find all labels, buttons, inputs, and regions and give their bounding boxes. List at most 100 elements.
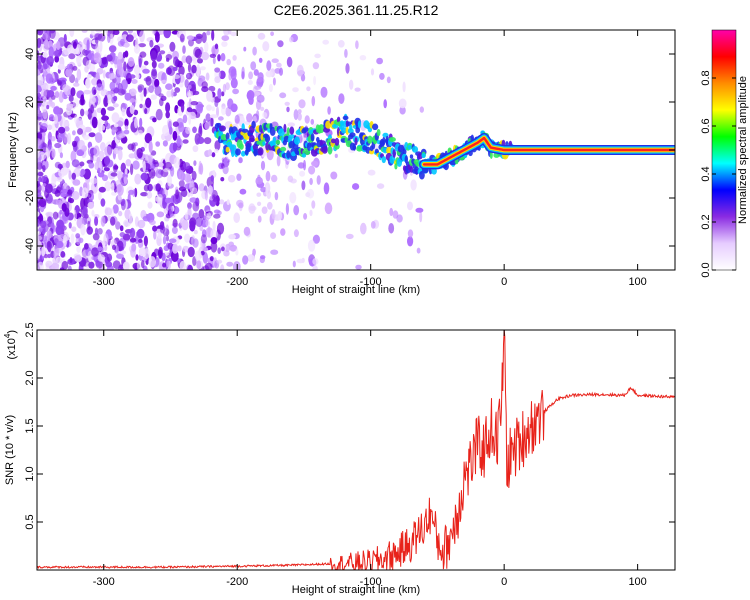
spectrogram-noise-speck [386,76,391,84]
spectrogram-noise-speck [90,104,94,114]
spectrogram-noise-speck [132,189,136,198]
y-tick-label: 40 [24,48,36,60]
spectrogram-noise-speck [257,201,262,206]
spectrogram-x-label: Height of straight line (km) [292,284,420,296]
spectrogram-noise-speck [74,255,82,263]
spectrogram-noise-speck [227,30,232,35]
spectrogram-noise-speck [170,88,174,98]
spectrogram-noise-speck [65,160,70,169]
spectrogram-noise-speck [94,161,99,171]
spectrogram-noise-speck [106,253,113,262]
spectrogram-noise-speck [192,201,200,212]
spectrogram-noise-speck [153,230,157,240]
spectrogram-noise-speck [89,96,97,104]
spectrogram-noise-speck [90,153,94,163]
spectrogram-noise-speck [138,58,142,68]
spectrogram-noise-speck [123,176,128,185]
spectrogram-noise-speck [155,31,160,43]
spectrogram-noise-speck [127,57,135,67]
spectrogram-noise-speck [88,261,95,269]
spectrogram-signal-blob [241,150,246,157]
spectrogram-noise-speck [159,50,166,55]
spectrogram-noise-speck [175,189,179,200]
spectrogram-noise-speck [58,91,64,103]
spectrogram-signal-blob [302,127,310,132]
spectrogram-noise-speck [172,142,178,152]
spectrogram-noise-speck [276,62,282,68]
spectrogram-noise-speck [171,226,178,234]
spectrogram-noise-speck [124,118,129,128]
spectrogram-noise-speck [227,174,236,183]
spectrogram-signal-blob [262,141,266,146]
spectrogram-noise-speck [110,182,115,192]
spectrogram-noise-speck [225,82,230,91]
spectrogram-noise-speck [48,46,54,59]
spectrogram-noise-speck [49,30,56,39]
spectrogram-noise-speck [312,62,320,70]
spectrogram-noise-speck [53,248,60,260]
spectrogram-noise-speck [60,167,68,176]
spectrogram-signal-blob [382,136,386,146]
spectrogram-noise-speck [242,255,249,265]
spectrogram-noise-speck [216,222,225,235]
spectrogram-signal-blob [294,136,300,145]
spectrogram-noise-speck [203,137,212,145]
spectrogram-signal-blob [246,142,251,152]
spectrogram-signal-blob [318,124,325,134]
spectrogram-noise-speck [96,83,104,91]
spectrogram-y-ticks: -40 -20 0 20 40 [24,48,675,254]
spectrogram-signal-blob [341,127,347,134]
spectrogram-noise-speck [383,99,388,109]
spectrogram-noise-speck [72,41,77,49]
spectrogram-noise-speck [166,260,170,268]
spectrogram-noise-speck [219,199,225,205]
spectrogram-noise-speck [133,44,141,54]
spectrogram-noise-speck [172,130,178,141]
spectrogram-noise-speck [201,81,208,89]
y-tick-label: 2.0 [24,370,36,385]
x-tick-label: -100 [360,576,382,588]
spectrogram-noise-speck [195,33,203,39]
spectrogram-noise-speck [205,113,211,122]
spectrogram-noise-speck [66,132,72,145]
spectrogram-signal-blob [388,137,396,142]
spectrogram-noise-speck [212,220,216,231]
spectrogram-noise-speck [37,246,41,259]
spectrogram-noise-speck [255,177,263,185]
spectrogram-noise-speck [206,90,213,102]
spectrogram-noise-speck [235,248,239,256]
spectrogram-noise-speck [277,40,284,48]
spectrogram-noise-speck [61,260,69,270]
spectrogram-signal-blob [345,126,349,135]
spectrogram-noise-speck [316,175,321,185]
spectrogram-noise-speck [144,133,152,144]
spectrogram-noise-speck [247,254,255,262]
spectrogram-noise-speck [150,94,157,100]
spectrogram-noise-speck [60,251,66,258]
spectrogram-noise-speck [159,98,164,107]
spectrogram-noise-speck [129,88,137,97]
spectrogram-noise-speck [48,144,53,152]
spectrogram-signal-blob [339,120,345,126]
spectrogram-noise-speck [184,79,189,88]
spectrogram-noise-speck [133,64,141,75]
spectrogram-noise-speck [192,212,200,220]
spectrogram-noise-speck [43,174,48,181]
spectrogram-noise-speck [38,176,42,183]
spectrogram-noise-speck [191,170,197,181]
spectrogram-noise-speck [151,69,158,80]
spectrogram-signal-blob [409,154,414,159]
spectrogram-noise-speck [142,215,150,222]
spectrogram-noise-speck [190,101,199,106]
spectrogram-noise-speck [122,261,130,270]
spectrogram-noise-speck [169,126,173,135]
spectrogram-signal-blob [327,145,333,155]
spectrogram-noise-speck [187,202,192,210]
spectrogram-noise-speck [136,228,145,239]
spectrogram-noise-speck [137,219,146,229]
spectrogram-noise-speck [136,261,142,270]
spectrogram-noise-speck [128,74,136,79]
spectrogram-noise-speck [297,162,305,169]
spectrogram-noise-speck [256,192,262,197]
colorbar-tick-label: 0.4 [700,166,712,181]
